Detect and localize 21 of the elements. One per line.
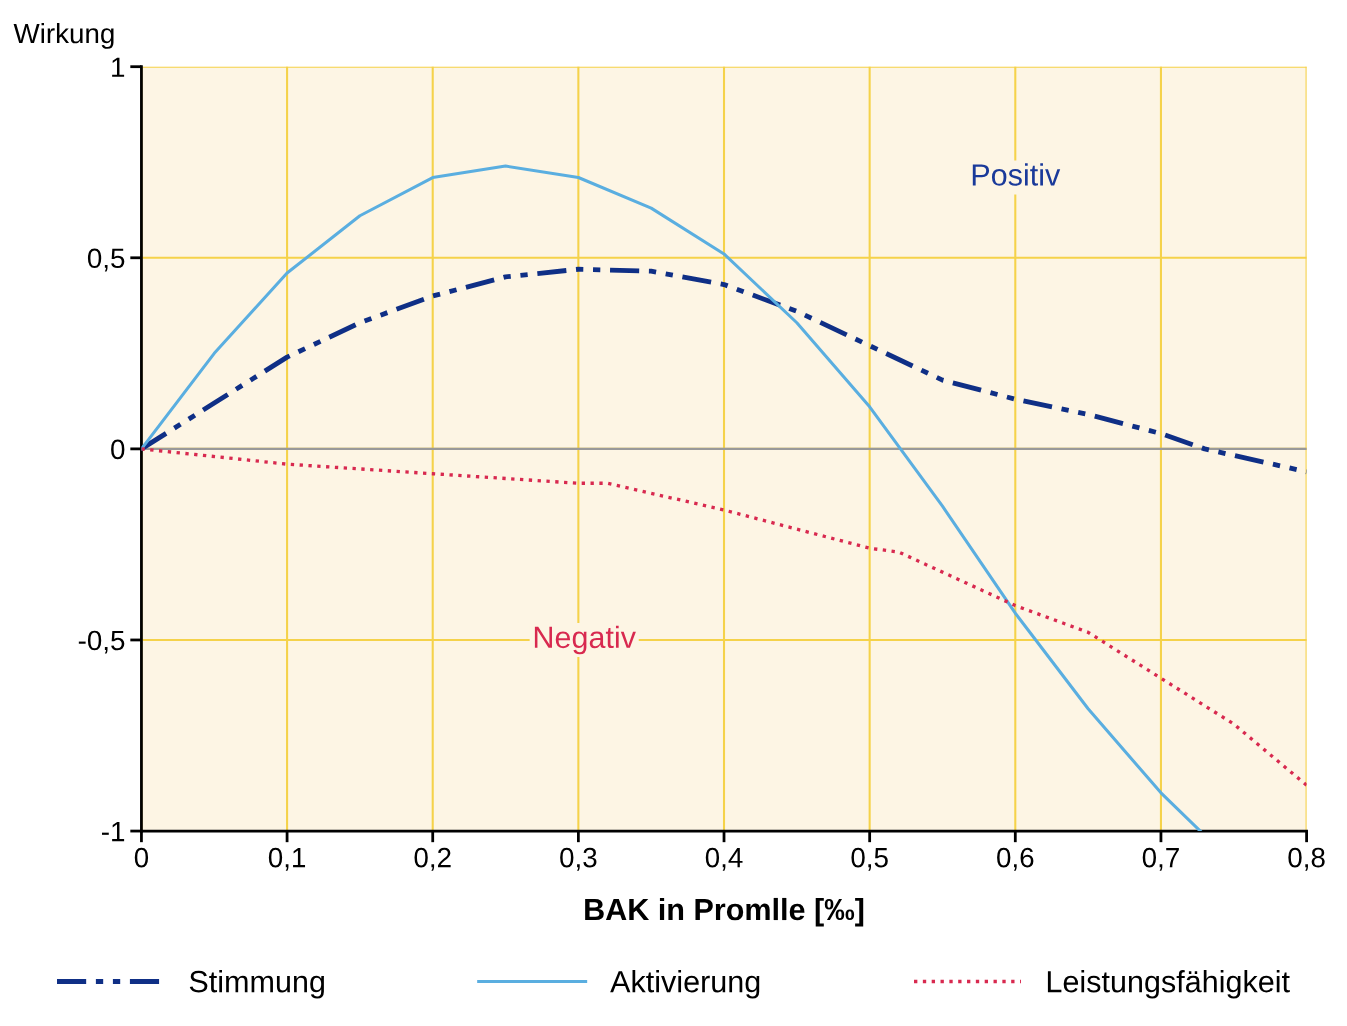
x-tick-label: 0,1 bbox=[268, 847, 306, 871]
y-tick-label: -1 bbox=[102, 822, 125, 842]
y-tick-label: -0,5 bbox=[78, 630, 125, 654]
annotation: Negativ bbox=[534, 625, 636, 655]
y-tick-label: 0,5 bbox=[87, 248, 125, 272]
x-tick-label: 0,8 bbox=[1288, 847, 1325, 871]
legend-label: Aktivierung bbox=[610, 970, 760, 999]
x-tick-label: 0,3 bbox=[560, 847, 597, 871]
x-tick-label: 0,2 bbox=[414, 847, 451, 871]
x-tick-label: 0,5 bbox=[851, 847, 888, 871]
x-tick-label: 0,6 bbox=[997, 847, 1034, 871]
y-axis-title: Wirkung bbox=[13, 22, 114, 49]
y-tick-label: 1 bbox=[112, 57, 125, 77]
y-tick-label: 0 bbox=[111, 439, 125, 460]
x-tick-label: 0,4 bbox=[705, 847, 743, 871]
legend-label: Leistungsfähigkeit bbox=[1047, 970, 1290, 999]
x-tick-label: 0,7 bbox=[1142, 847, 1179, 871]
annotation: Positiv bbox=[972, 163, 1061, 186]
x-axis-title: BAK in Promlle [‰] bbox=[585, 897, 864, 927]
x-tick-label: 0 bbox=[134, 847, 149, 868]
legend-label: Stimmung bbox=[189, 970, 324, 999]
